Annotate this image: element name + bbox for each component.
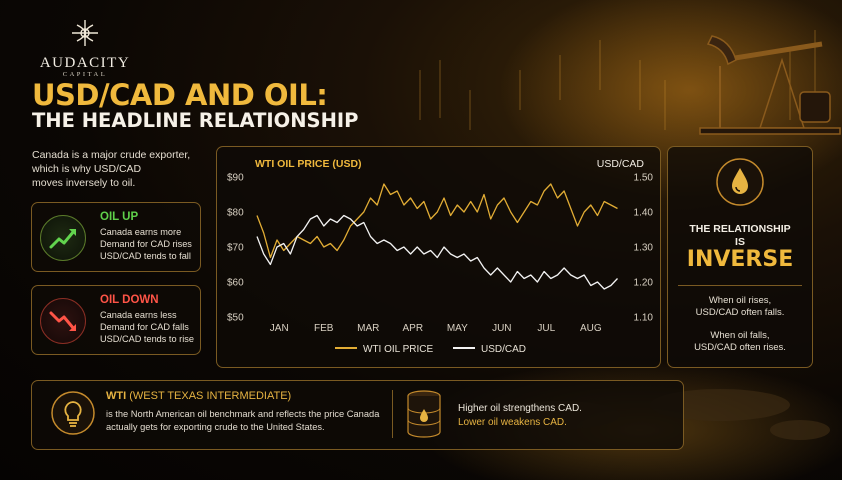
x-tick-label: FEB xyxy=(314,323,334,334)
x-tick-label: MAY xyxy=(447,323,468,334)
trend-down-icon xyxy=(40,298,86,344)
intro-text: Canada is a major crude exporter, which … xyxy=(32,148,212,190)
legend-label-usdcad: USD/CAD xyxy=(481,344,526,355)
x-tick-label: APR xyxy=(403,323,424,334)
wti-description-line: actually gets for exporting crude to the… xyxy=(106,422,325,432)
x-tick-label: JUL xyxy=(537,323,555,334)
divider xyxy=(392,390,393,438)
relationship-label: THE RELATIONSHIP xyxy=(689,223,791,235)
oil-up-line: Demand for CAD rises xyxy=(100,239,192,249)
relationship-keyword: INVERSE xyxy=(686,247,794,272)
y-left-tick-label: $60 xyxy=(227,278,244,289)
x-tick-label: JUN xyxy=(492,323,511,334)
wti-title-main: WTI xyxy=(106,390,127,402)
relationship-rises-line: USD/CAD often falls. xyxy=(695,307,785,318)
right-axis-label: USD/CAD xyxy=(597,158,645,170)
y-left-tick-label: $50 xyxy=(227,313,244,324)
legend-label-wti: WTI OIL PRICE xyxy=(363,344,434,355)
headline-line-2: THE HEADLINE RELATIONSHIP xyxy=(32,109,359,132)
lightbulb-icon xyxy=(51,391,95,435)
oil-up-card: OIL UP Canada earns more Demand for CAD … xyxy=(31,202,201,272)
intro-line: which is why USD/CAD xyxy=(32,163,142,175)
relationship-label: IS xyxy=(735,236,745,248)
oil-up-title: OIL UP xyxy=(100,211,139,223)
relationship-rises-line: When oil rises, xyxy=(708,295,772,306)
y-right-tick-label: 1.20 xyxy=(634,278,654,289)
divider xyxy=(678,285,802,286)
oil-barrel-icon xyxy=(407,390,441,438)
trend-up-icon xyxy=(40,215,86,261)
wti-title-sub: (WEST TEXAS INTERMEDIATE) xyxy=(129,390,292,402)
wti-description-line: is the North American oil benchmark and … xyxy=(106,409,380,419)
headline-line-1: USD/CAD AND OIL: xyxy=(32,78,328,112)
oil-effect-line: Lower oil weakens CAD. xyxy=(458,417,567,428)
wti-title: WTI (WEST TEXAS INTERMEDIATE) xyxy=(106,390,291,402)
logo-monogram-icon xyxy=(72,20,98,46)
intro-line: Canada is a major crude exporter, xyxy=(32,149,191,161)
oil-down-line: Demand for CAD falls xyxy=(100,322,189,332)
x-tick-label: JAN xyxy=(270,323,289,334)
oil-down-card: OIL DOWN Canada earns less Demand for CA… xyxy=(31,285,201,355)
x-tick-label: MAR xyxy=(357,323,379,334)
wti-usdcad-chart: WTI OIL PRICE (USD) USD/CAD $90 $80 $70 $60… xyxy=(227,158,654,355)
y-right-tick-label: 1.50 xyxy=(634,173,654,184)
y-left-tick-label: $80 xyxy=(227,208,244,219)
relationship-falls-line: USD/CAD often rises. xyxy=(694,342,786,353)
y-left-tick-label: $90 xyxy=(227,173,244,184)
chart-panel: WTI OIL PRICE (USD) USD/CAD $90 $80 $70 $60… xyxy=(216,146,661,368)
brand-name: AUDACITY xyxy=(39,55,131,71)
oil-up-line: USD/CAD tends to fall xyxy=(100,251,191,261)
series-line-usdcad xyxy=(256,214,618,290)
oil-down-line: USD/CAD tends to rise xyxy=(100,334,194,344)
left-axis-label: WTI OIL PRICE (USD) xyxy=(255,158,362,170)
oil-effect-line: Higher oil strengthens CAD. xyxy=(458,403,582,414)
brand-logo: AUDACITY CAPITAL xyxy=(30,18,140,78)
y-left-tick-label: $70 xyxy=(227,243,244,254)
y-right-tick-label: 1.30 xyxy=(634,243,654,254)
relationship-falls-line: When oil falls, xyxy=(710,330,770,341)
pumpjack-decor xyxy=(699,35,841,135)
x-tick-label: AUG xyxy=(580,323,602,334)
chart-legend: WTI OIL PRICE USD/CAD xyxy=(335,344,526,355)
intro-line: moves inversely to oil. xyxy=(32,177,136,189)
y-right-tick-label: 1.40 xyxy=(634,208,654,219)
relationship-panel: THE RELATIONSHIP IS INVERSE When oil ris… xyxy=(667,146,813,368)
oil-down-title: OIL DOWN xyxy=(100,294,159,306)
wti-panel xyxy=(31,380,684,450)
series-line-wti xyxy=(256,183,618,259)
oil-up-line: Canada earns more xyxy=(100,227,182,237)
oil-down-line: Canada earns less xyxy=(100,310,177,320)
oil-drop-icon xyxy=(716,158,764,206)
brand-subtitle: CAPITAL xyxy=(62,71,108,78)
y-right-tick-label: 1.10 xyxy=(634,313,654,324)
